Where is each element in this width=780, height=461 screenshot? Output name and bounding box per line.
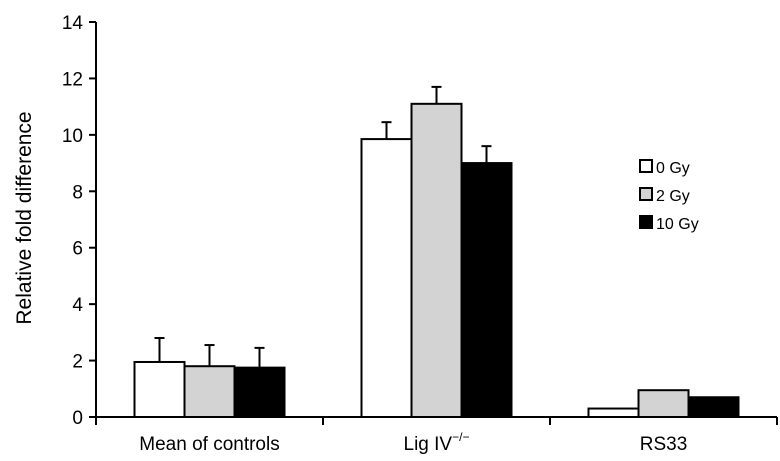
x-category-labels: Mean of controls Lig IV−/− RS33 — [139, 430, 687, 455]
legend: 0 Gy 2 Gy 10 Gy — [639, 159, 699, 233]
category-label: Mean of controls — [139, 434, 279, 455]
y-tick-label: 10 — [62, 126, 83, 147]
bar — [410, 102, 463, 418]
y-axis-label: Relative fold difference — [13, 111, 36, 324]
y-tick-label: 6 — [72, 239, 83, 260]
y-tick-label: 2 — [72, 352, 83, 373]
category-label: Lig IV−/− — [404, 430, 470, 455]
legend-swatch — [639, 159, 653, 173]
y-tick-labels: 0 2 4 6 8 10 12 14 — [62, 13, 84, 429]
legend-swatch — [639, 187, 653, 201]
y-tick-label: 12 — [62, 69, 83, 90]
bar — [183, 365, 236, 419]
category-label: RS33 — [640, 434, 688, 455]
error-bars — [154, 85, 492, 368]
bar — [460, 162, 513, 418]
bars — [133, 102, 740, 419]
bar — [233, 366, 286, 418]
bar — [687, 396, 740, 418]
legend-label: 0 Gy — [656, 160, 690, 177]
legend-label: 2 Gy — [656, 188, 690, 205]
y-tick-label: 8 — [72, 182, 83, 203]
legend-swatch — [639, 215, 653, 229]
bar — [637, 389, 690, 419]
bar — [133, 360, 186, 419]
bar — [587, 407, 640, 418]
y-tick-label: 4 — [72, 295, 83, 316]
y-tick-label: 14 — [62, 13, 84, 34]
bar — [360, 138, 413, 418]
y-tick-label: 0 — [72, 408, 83, 429]
legend-label: 10 Gy — [656, 216, 699, 233]
